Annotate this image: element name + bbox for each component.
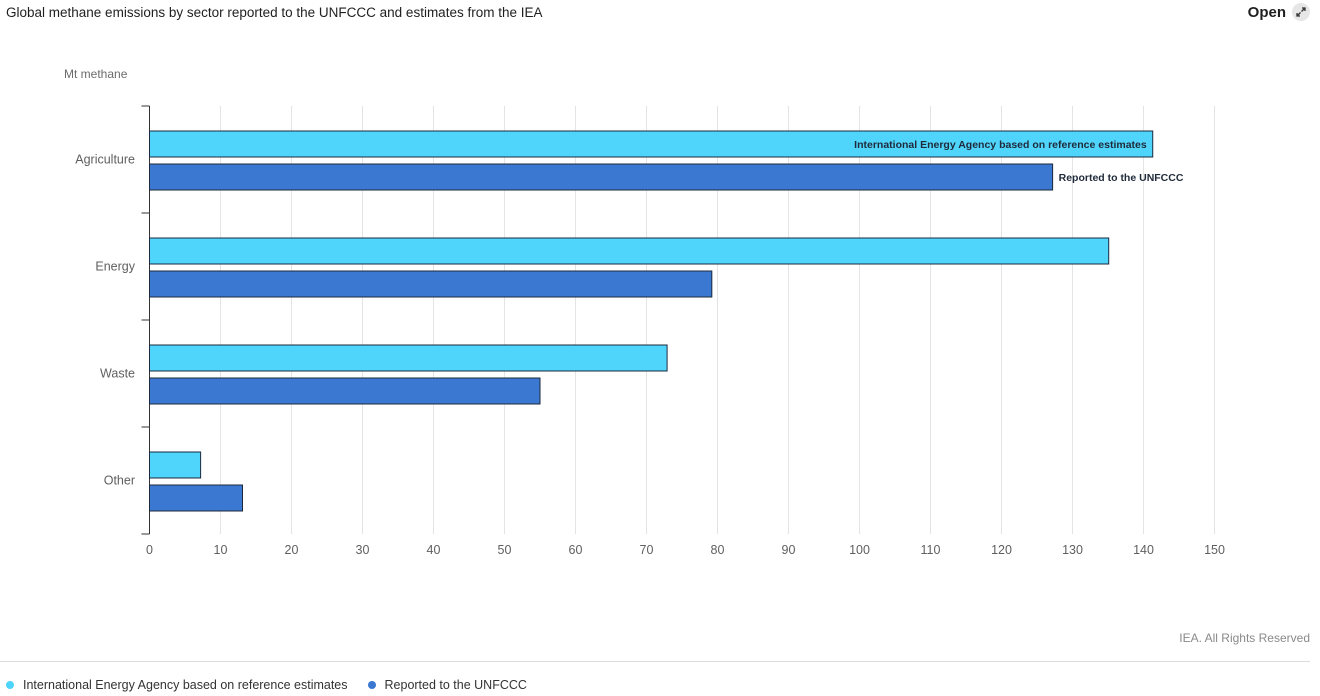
x-tick-label: 110 [921,543,941,557]
y-category-label: Waste [100,367,135,381]
legend-label-unfccc: Reported to the UNFCCC [384,678,527,692]
legend-label-iea: International Energy Agency based on ref… [23,678,348,692]
external-expand-icon [1292,3,1310,21]
x-tick-label: 60 [569,543,583,557]
bar-label: Reported to the UNFCCC [1059,172,1184,184]
x-tick-label: 10 [214,543,228,557]
credit-text: IEA. All Rights Reserved [1179,631,1310,645]
y-category-label: Agriculture [75,153,135,167]
bar [149,270,713,298]
x-tick-label: 20 [285,543,299,557]
x-tick-label: 130 [1062,543,1083,557]
bar-label: International Energy Agency based on ref… [854,139,1147,151]
x-tick-label: 30 [356,543,370,557]
bar [149,451,202,479]
unit-label: Mt methane [64,67,128,81]
divider [0,661,1310,662]
legend-item-iea[interactable]: International Energy Agency based on ref… [6,678,348,692]
bar [149,344,668,372]
x-tick-label: 120 [991,543,1012,557]
x-tick-label: 100 [849,543,870,557]
bar [149,130,1154,158]
x-tick-label: 140 [1133,543,1154,557]
y-category-label: Energy [95,260,135,274]
bar [149,484,244,512]
bar [149,377,541,405]
bar-chart: Mt methane 0 10 20 30 40 50 60 70 80 90 100 110 120 13… [64,67,1225,557]
open-button[interactable]: Open [1248,3,1310,21]
bar [149,163,1054,191]
chart-title: Global methane emissions by sector repor… [6,5,543,20]
bar [149,237,1110,265]
open-label: Open [1247,3,1286,21]
x-tick-label: 90 [782,543,796,557]
x-tick-label: 0 [146,543,153,557]
x-tick-label: 50 [498,543,512,557]
legend-item-unfccc[interactable]: Reported to the UNFCCC [367,678,527,692]
x-tick-label: 40 [427,543,441,557]
legend: International Energy Agency based on ref… [6,678,547,692]
x-tick-label: 80 [711,543,725,557]
legend-dot-iea [6,681,14,689]
y-category-label: Other [104,474,135,488]
x-tick-label: 70 [640,543,654,557]
x-tick-label: 150 [1204,543,1225,557]
legend-dot-unfccc [367,681,376,689]
